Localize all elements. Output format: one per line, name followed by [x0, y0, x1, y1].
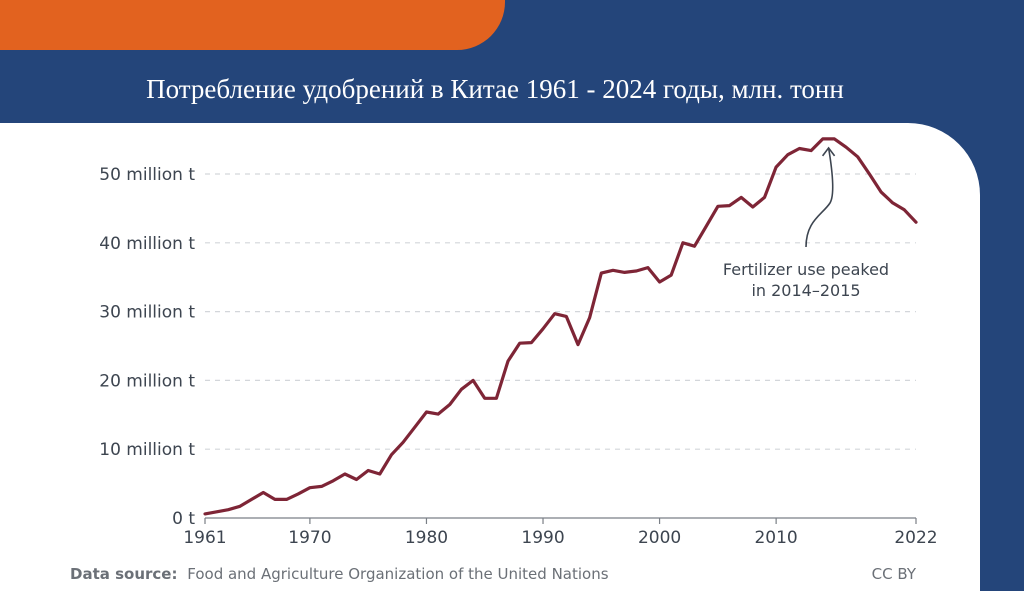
slide-title: Потребление удобрений в Китае 1961 - 202… — [146, 74, 844, 104]
y-tick-label: 10 million t — [99, 440, 195, 460]
annotation-text-line2: in 2014–2015 — [751, 281, 860, 300]
series-group — [203, 137, 918, 516]
x-tick-label: 1980 — [405, 528, 448, 548]
y-tick-label: 30 million t — [99, 303, 195, 323]
x-tick-label: 2010 — [754, 528, 797, 548]
x-tick-label: 1990 — [521, 528, 564, 548]
series-line — [203, 137, 918, 516]
y-tick-label: 50 million t — [99, 165, 195, 185]
x-tick-label: 2022 — [894, 528, 937, 548]
y-tick-label: 0 t — [172, 509, 195, 529]
y-tick-label: 40 million t — [99, 234, 195, 254]
license-label: CC BY — [872, 565, 917, 583]
annotation-text-line1: Fertilizer use peaked — [723, 260, 889, 279]
x-tick-label: 1961 — [183, 528, 226, 548]
x-tick-label: 1970 — [288, 528, 331, 548]
y-axis-tick-labels: 0 t 10 million t 20 million t 30 million t 4… — [99, 165, 195, 529]
x-tick-label: 2000 — [638, 528, 681, 548]
y-tick-label: 20 million t — [99, 371, 195, 391]
accent-band — [0, 0, 505, 50]
peak-annotation: Fertilizer use peaked in 2014–2015 — [723, 146, 889, 300]
line-chart: 0 t 10 million t 20 million t 30 million t 4… — [70, 137, 938, 583]
data-source-label: Data source: — [70, 565, 177, 583]
annotation-arrow-head — [821, 146, 836, 157]
x-axis-ticks: 1961 1970 1980 1990 2000 2010 2022 — [183, 518, 938, 548]
annotation-arrow — [805, 147, 834, 248]
data-source-name: Food and Agriculture Organization of the… — [187, 565, 608, 583]
grid-lines — [205, 173, 916, 450]
chart-card: 0 t 10 million t 20 million t 30 million t 4… — [0, 123, 980, 591]
data-source-text: Data source: Food and Agriculture Organi… — [70, 565, 609, 583]
